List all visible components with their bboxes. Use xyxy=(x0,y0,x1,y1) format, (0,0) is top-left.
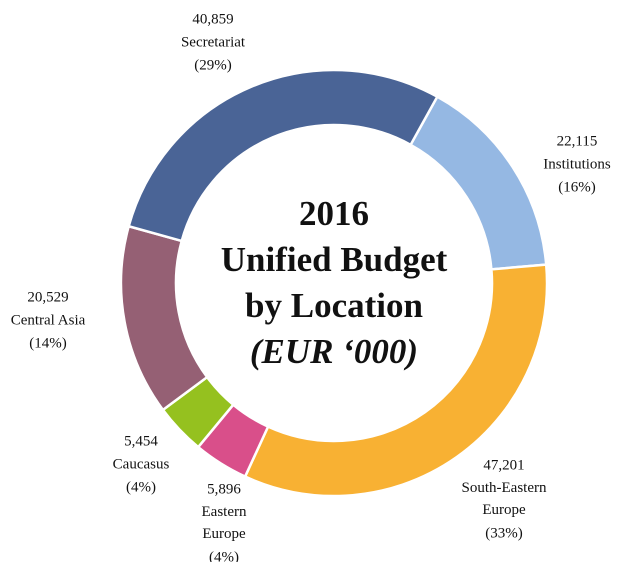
donut-segment xyxy=(127,68,439,243)
value-label: 22,115 xyxy=(557,133,598,149)
chart-title: Unified Budget xyxy=(221,240,448,279)
category-label-line: South-Eastern xyxy=(462,480,547,496)
value-label: 40,859 xyxy=(192,11,233,27)
labels: 22,115 Institutions (16%) 47,201 South-Easte… xyxy=(11,11,611,562)
category-label: Caucasus xyxy=(113,456,170,472)
percent-label: (14%) xyxy=(29,335,67,351)
percent-label: (4%) xyxy=(209,549,239,562)
category-label: Institutions xyxy=(543,156,611,172)
donut-segment xyxy=(119,224,209,412)
percent-label: (4%) xyxy=(126,479,156,495)
value-label: 47,201 xyxy=(483,457,524,473)
value-label: 20,529 xyxy=(27,289,68,305)
percent-label: (29%) xyxy=(194,57,232,73)
chart-title: 2016 xyxy=(299,194,369,233)
value-label: 5,454 xyxy=(124,433,158,449)
value-label: 5,896 xyxy=(207,481,241,497)
category-label-line: Europe xyxy=(482,502,526,518)
title: 2016 Unified Budget by Location (EUR ‘000) xyxy=(221,194,448,371)
category-label: South-Eastern Europe xyxy=(462,480,547,518)
chart-title: by Location xyxy=(245,286,423,325)
category-label-line: Eastern xyxy=(202,504,247,520)
donut-segment xyxy=(243,263,549,498)
category-label-line: Europe xyxy=(202,526,246,542)
chart-title: (EUR ‘000) xyxy=(250,332,418,371)
donut xyxy=(119,68,549,498)
category-label: Eastern Europe xyxy=(202,504,247,542)
category-label: Central Asia xyxy=(11,312,86,328)
percent-label: (33%) xyxy=(485,525,523,541)
category-label: Secretariat xyxy=(181,34,246,50)
percent-label: (16%) xyxy=(558,179,596,195)
